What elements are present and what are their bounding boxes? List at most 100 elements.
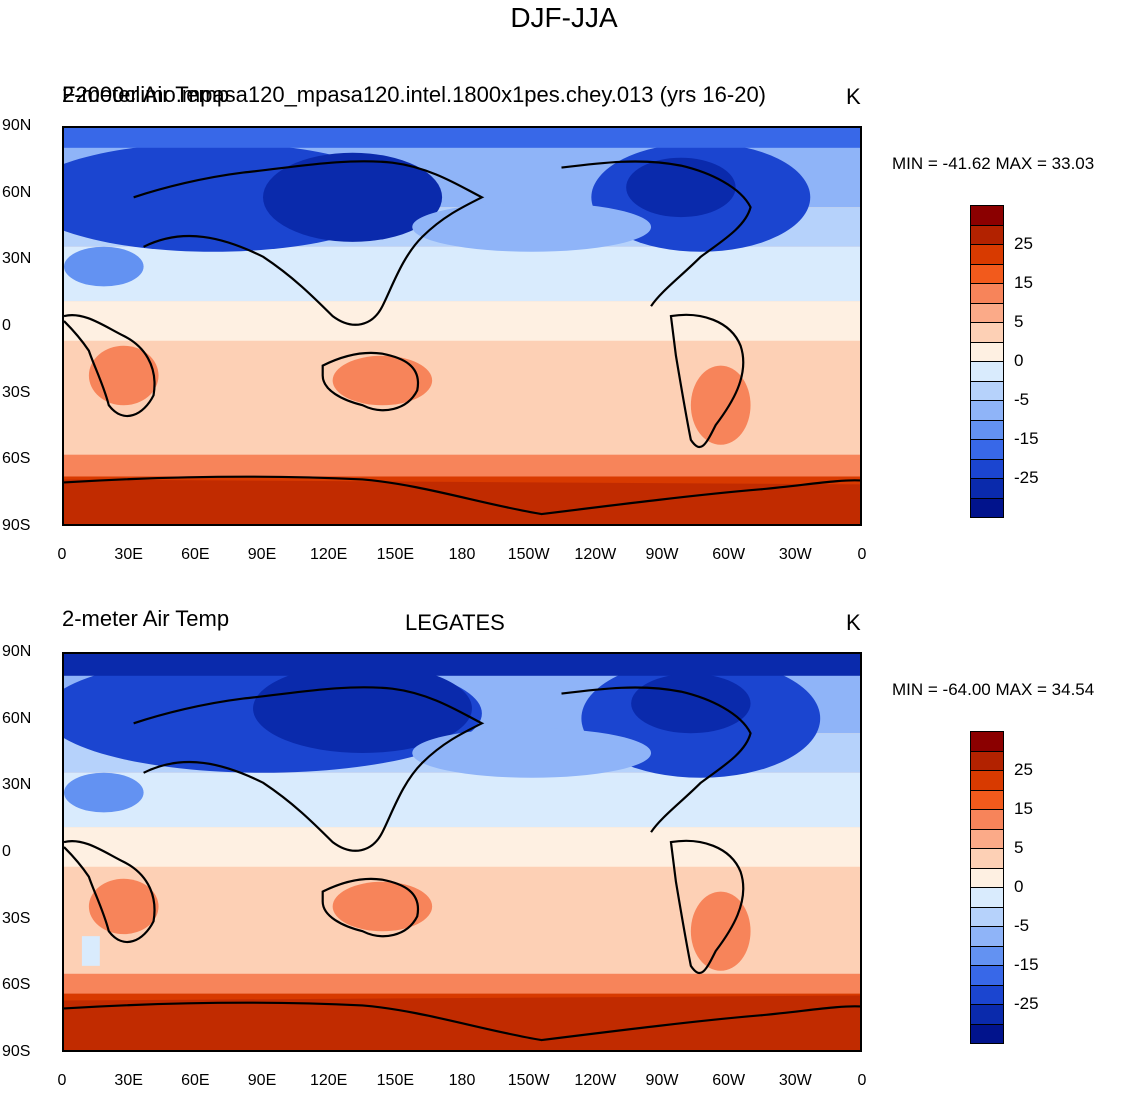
longitude-tick-label: 60W	[712, 1072, 746, 1089]
longitude-tick-label: 30W	[778, 1072, 812, 1089]
temperature-field	[64, 128, 860, 524]
map-plot	[62, 126, 862, 526]
colorbar-tick-label: -25	[1014, 468, 1039, 487]
latitude-tick-label: 60S	[2, 976, 31, 994]
observation-panel: 2-meter Air Temp LEGATES K MIN = -64.00 …	[0, 598, 1128, 1097]
colorbar-tick-label: 0	[1014, 351, 1024, 370]
longitude-tick-label: 120E	[309, 546, 348, 563]
temperature-field	[64, 654, 860, 1050]
panel-case-title: F2000climo.mpasa120_mpasa120.intel.1800x…	[62, 82, 767, 107]
longitude-tick-label: 180	[448, 546, 476, 563]
colorbar-segment	[970, 263, 1004, 284]
colorbar-tick-label: -15	[1014, 955, 1039, 974]
latitude-tick-label: 90S	[2, 1043, 31, 1060]
colorbar-tick-label: 0	[1014, 877, 1024, 896]
longitude-tick-label: 90W	[645, 1072, 679, 1089]
model-panel: 2-meter Air Temp F2000climo.mpasa120_mpa…	[0, 70, 1128, 570]
longitude-tick-label: 90E	[247, 546, 277, 563]
colorbar-segment	[970, 809, 1004, 830]
min-max-text: MIN = -64.00 MAX = 34.54	[892, 680, 1095, 699]
colorbar-tick-label: -5	[1014, 390, 1030, 409]
panel-units: K	[846, 610, 861, 635]
longitude-tick-label: 90W	[645, 546, 679, 563]
colorbar-segment	[970, 926, 1004, 947]
colorbar-segment	[970, 731, 1004, 752]
colorbar-segment	[970, 322, 1004, 343]
colorbar-segment	[970, 341, 1004, 362]
longitude-tick-label: 30W	[778, 546, 812, 563]
panel-units: K	[846, 84, 861, 109]
figure-title: DJF-JJA	[510, 2, 618, 33]
latitude-tick-label: 30N	[2, 250, 32, 268]
longitude-tick-label: 30E	[114, 1072, 143, 1089]
latitude-tick-label: 0	[2, 843, 11, 860]
longitude-tick-label: 120E	[309, 1072, 348, 1089]
longitude-tick-label: 60E	[181, 546, 210, 563]
longitude-tick-label: 0	[57, 1072, 67, 1089]
panel-variable-title: 2-meter Air Temp	[62, 606, 230, 631]
panel-case-title: LEGATES	[405, 610, 505, 635]
colorbar-segment	[970, 244, 1004, 265]
longitude-tick-label: 30E	[114, 546, 143, 563]
colorbar-segment	[970, 887, 1004, 908]
colorbar-tick-label: 25	[1014, 760, 1033, 779]
colorbar-segment	[970, 224, 1004, 245]
colorbar-segment	[970, 965, 1004, 986]
colorbar-segment	[970, 439, 1004, 460]
longitude-tick-label: 120W	[574, 1072, 617, 1089]
latitude-tick-label: 60N	[2, 183, 32, 201]
colorbar-segment	[970, 867, 1004, 888]
colorbar-segment	[970, 400, 1004, 421]
colorbar-tick-label: -5	[1014, 916, 1030, 935]
map-plot	[62, 652, 862, 1052]
colorbar-segment	[970, 1004, 1004, 1025]
longitude-tick-label: 60E	[181, 1072, 210, 1089]
latitude-tick-label: 30S	[2, 909, 31, 927]
colorbar-tick-label: 15	[1014, 799, 1033, 818]
colorbar-segment	[970, 848, 1004, 869]
colorbar-segment	[970, 789, 1004, 810]
min-max-text: MIN = -41.62 MAX = 33.03	[892, 154, 1095, 173]
longitude-tick-label: 150E	[376, 546, 415, 563]
colorbar-segment	[970, 380, 1004, 401]
colorbar-segment	[970, 283, 1004, 304]
colorbar-tick-label: 5	[1014, 312, 1024, 331]
latitude-tick-label: 60N	[2, 709, 32, 727]
longitude-tick-label: 180	[448, 1072, 476, 1089]
latitude-tick-label: 60S	[2, 450, 31, 468]
colorbar-segment	[970, 361, 1004, 382]
colorbar-tick-label: 25	[1014, 234, 1033, 253]
colorbar-segment	[970, 302, 1004, 323]
colorbar-segment	[970, 906, 1004, 927]
latitude-tick-label: 30N	[2, 776, 32, 794]
longitude-tick-label: 150E	[376, 1072, 415, 1089]
latitude-tick-label: 90N	[2, 643, 32, 660]
colorbar-tick-label: 15	[1014, 273, 1033, 292]
colorbar-segment	[970, 478, 1004, 499]
longitude-tick-label: 120W	[574, 546, 617, 563]
longitude-tick-label: 0	[857, 546, 867, 563]
longitude-tick-label: 60W	[712, 546, 746, 563]
colorbar-tick-label: -15	[1014, 429, 1039, 448]
latitude-tick-label: 0	[2, 317, 11, 334]
colorbar-segment	[970, 205, 1004, 226]
longitude-tick-label: 0	[857, 1072, 867, 1089]
colorbar-tick-label: -25	[1014, 994, 1039, 1013]
colorbar-segment	[970, 419, 1004, 440]
colorbar-segment	[970, 828, 1004, 849]
longitude-tick-label: 150W	[507, 1072, 550, 1089]
latitude-tick-label: 90S	[2, 517, 31, 534]
colorbar-segment	[970, 945, 1004, 966]
latitude-tick-label: 90N	[2, 117, 32, 134]
longitude-tick-label: 0	[57, 546, 67, 563]
colorbar-tick-label: 5	[1014, 838, 1024, 857]
colorbar-segment	[970, 984, 1004, 1005]
colorbar-segment	[970, 1023, 1004, 1044]
colorbar-segment	[970, 497, 1004, 518]
colorbar-segment	[970, 770, 1004, 791]
colorbar-segment	[970, 750, 1004, 771]
latitude-tick-label: 30S	[2, 383, 31, 401]
longitude-tick-label: 90E	[247, 1072, 277, 1089]
longitude-tick-label: 150W	[507, 546, 550, 563]
panel-variable-title: 2-meter Air Temp	[62, 82, 230, 107]
